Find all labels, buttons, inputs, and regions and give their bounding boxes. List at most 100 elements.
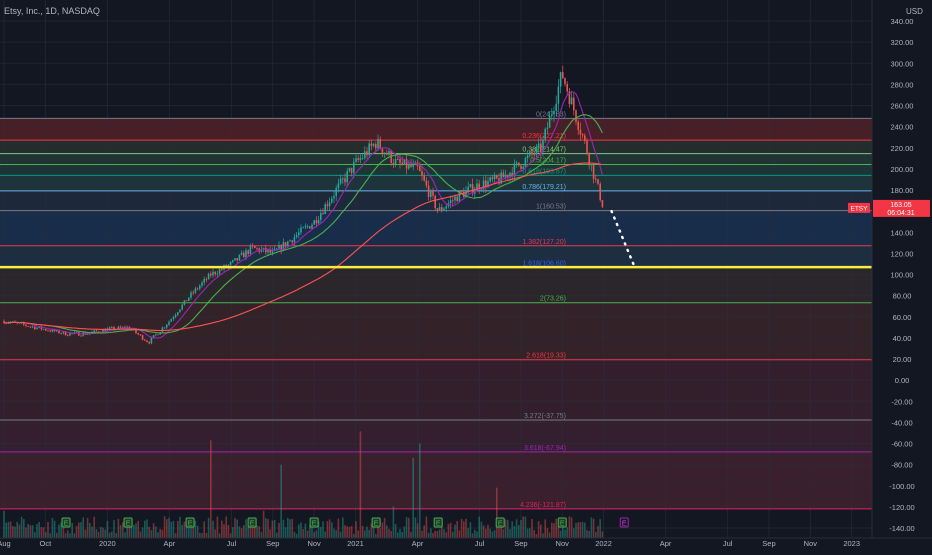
volume-bar [240, 528, 243, 538]
candle-body [599, 183, 601, 201]
earnings-marker[interactable] [619, 517, 629, 528]
candle-body [240, 252, 243, 255]
earnings-label: E [188, 521, 193, 528]
earnings-marker[interactable] [247, 517, 257, 528]
candle-body [562, 72, 564, 79]
price-tick-label: -140.00 [889, 524, 914, 533]
candle-body [568, 91, 571, 105]
volume-bar [564, 529, 566, 538]
price-tick-label: 80.00 [893, 292, 912, 301]
volume-bar [75, 526, 78, 538]
candle-body [564, 78, 566, 84]
candle-body [381, 148, 384, 154]
volume-bar [269, 529, 271, 538]
candle-body [267, 249, 269, 253]
volume-bar [188, 520, 190, 538]
candle-body [172, 317, 175, 320]
earnings-marker[interactable] [557, 517, 567, 528]
volume-bar [482, 525, 485, 538]
volume-bar [463, 521, 465, 538]
candle-body [392, 162, 395, 165]
volume-bar [427, 532, 430, 538]
candle-body [181, 304, 183, 310]
candle-body [18, 322, 21, 324]
candle-body [324, 204, 326, 215]
volume-bar [337, 518, 340, 538]
volume-bar [168, 517, 170, 538]
volume-bar [225, 516, 227, 538]
volume-bar [258, 526, 260, 538]
earnings-marker[interactable] [309, 517, 319, 528]
earnings-label: E [498, 521, 503, 528]
volume-bar [232, 527, 234, 538]
candle-body [463, 192, 465, 197]
volume-bar [425, 516, 428, 538]
fib-label: 0.382(214.47) [522, 147, 566, 154]
volume-bar [509, 528, 511, 538]
volume-bar [194, 520, 197, 538]
candle-body [412, 163, 414, 167]
volume-bar [155, 526, 157, 538]
volume-bar [276, 532, 278, 538]
volume-bar [181, 524, 183, 538]
volume-bar [49, 533, 51, 538]
volume-bar [370, 523, 373, 538]
candle-body [207, 273, 210, 280]
projection-line[interactable] [610, 209, 636, 268]
volume-bar [42, 527, 45, 538]
volume-bar [434, 530, 436, 538]
earnings-marker[interactable] [123, 517, 133, 528]
volume-bar [124, 532, 126, 538]
time-tick-label: Jul [723, 539, 733, 548]
volume-bar [489, 528, 491, 538]
candle-body [504, 174, 507, 178]
volume-bar [322, 521, 324, 538]
symbol-badge-box [848, 202, 870, 213]
volume-bar [27, 523, 29, 538]
price-badge-countdown: 06:04:31 [887, 210, 914, 217]
price-tick-label: 200.00 [891, 165, 914, 174]
earnings-marker[interactable] [371, 517, 381, 528]
candle-body [141, 335, 144, 340]
volume-bar [326, 521, 329, 538]
ma-mid-line [3, 114, 603, 334]
candle-body [555, 103, 557, 111]
volume-bar [172, 520, 175, 538]
earnings-label: E [374, 521, 379, 528]
volume-bar [51, 518, 54, 538]
earnings-marker[interactable] [185, 517, 195, 528]
candle-body [58, 329, 60, 334]
volume-bar [456, 521, 458, 538]
volume-bar [357, 530, 359, 538]
candle-body [586, 140, 588, 154]
candle-body [229, 262, 232, 265]
time-tick-label: 2022 [595, 539, 612, 548]
fib-band [0, 302, 872, 360]
candle-body [427, 185, 430, 197]
candle-body [557, 86, 560, 104]
candle-body [579, 129, 582, 135]
earnings-marker[interactable] [433, 517, 443, 528]
volume-bar [86, 517, 89, 538]
volume-bar [254, 521, 256, 538]
volume-bar [315, 530, 318, 538]
earnings-marker[interactable] [61, 517, 71, 528]
volume-bar [313, 532, 315, 538]
earnings-marker[interactable] [495, 517, 505, 528]
candle-body [559, 72, 562, 87]
candle-body [45, 329, 47, 331]
price-badge-box [873, 199, 930, 217]
candle-body [177, 312, 179, 315]
volume-bar [555, 518, 557, 538]
volume-bar [449, 522, 452, 538]
volume-bar [401, 532, 403, 538]
volume-bar [392, 506, 395, 538]
fib-label: 1.382(127.20) [522, 239, 566, 246]
candle-body [317, 219, 320, 224]
volume-bar [221, 520, 223, 538]
candle-body [212, 271, 214, 276]
volume-bar [447, 523, 450, 538]
